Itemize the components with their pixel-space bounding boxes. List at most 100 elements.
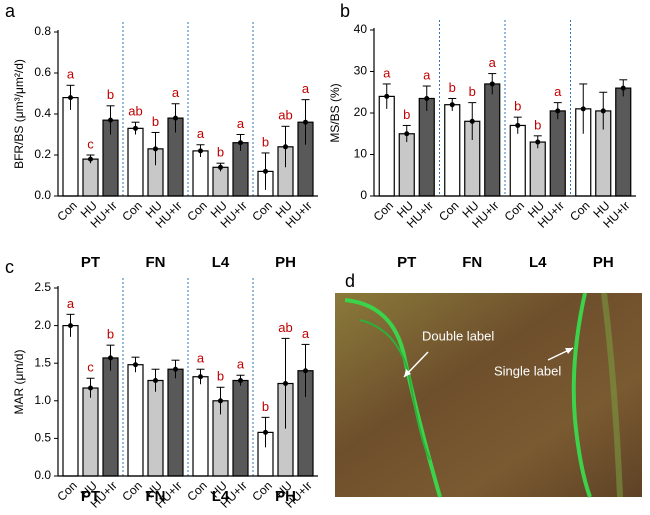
mean-dot <box>198 148 203 154</box>
bar <box>82 158 99 197</box>
y-tick-label: 0 <box>360 188 367 202</box>
x-tick-label: Con <box>249 198 274 223</box>
mean-dot <box>580 106 586 112</box>
bar <box>232 379 249 477</box>
mean-dot <box>238 140 243 146</box>
significance-letter: b <box>152 114 159 129</box>
mean-dot <box>108 117 113 123</box>
bar <box>102 357 119 477</box>
group-label: PH <box>275 488 296 505</box>
bar <box>192 150 209 197</box>
mean-dot <box>384 93 390 99</box>
significance-letter: b <box>514 99 521 114</box>
group-label: L4 <box>529 254 547 271</box>
panel-letter: d <box>345 271 355 291</box>
mean-dot <box>263 429 268 435</box>
y-tick-label: 0.6 <box>34 65 51 79</box>
panel-letter: b <box>340 1 350 21</box>
bar <box>62 325 79 477</box>
image-label: Double label <box>422 328 494 343</box>
bar <box>549 110 566 197</box>
significance-letter: ab <box>278 320 292 335</box>
bar <box>167 368 184 477</box>
y-tick-label: 20 <box>354 105 368 119</box>
significance-letter: c <box>87 360 94 375</box>
bar <box>378 95 395 197</box>
significance-letter: a <box>197 126 205 141</box>
bar <box>484 83 501 197</box>
bar <box>418 97 435 197</box>
single-label-line <box>571 292 592 498</box>
mean-dot <box>198 374 203 380</box>
panel-letter: a <box>5 1 16 21</box>
significance-letter: a <box>383 65 391 80</box>
significance-letter: a <box>302 326 310 341</box>
micrograph: Double label Single label <box>335 292 642 498</box>
y-tick-label: 2.0 <box>34 318 51 332</box>
bar <box>398 133 415 197</box>
significance-letter: c <box>87 136 94 151</box>
mean-dot <box>173 115 178 121</box>
significance-letter: ab <box>278 108 292 123</box>
mean-dot <box>283 144 288 150</box>
y-tick-label: 0.0 <box>34 468 51 482</box>
y-axis-label: MAR (μm/d) <box>12 350 26 415</box>
bar <box>127 364 144 477</box>
significance-letter: a <box>237 116 245 131</box>
significance-letter: a <box>197 351 205 366</box>
group-label: FN <box>146 254 166 271</box>
x-tick-label: Con <box>249 478 274 503</box>
mean-dot <box>303 119 308 125</box>
bar <box>509 124 526 197</box>
arrowhead <box>565 348 573 354</box>
image-label: Single label <box>494 363 561 378</box>
significance-letter: b <box>534 117 541 132</box>
mean-dot <box>88 385 93 391</box>
group-label: FN <box>462 254 482 271</box>
micrograph-background <box>335 293 642 497</box>
mean-dot <box>238 377 243 383</box>
group-label: PT <box>397 254 416 271</box>
double-label-line <box>359 319 431 461</box>
x-tick-label: Con <box>436 198 461 223</box>
y-tick-label: 1.0 <box>34 393 51 407</box>
significance-letter: a <box>489 55 497 70</box>
y-axis-label: BFR/BS (μm³/μm²/d) <box>12 59 26 169</box>
group-label: PH <box>275 254 296 271</box>
mean-dot <box>263 168 268 174</box>
y-axis-label: MS/BS (%) <box>328 83 342 142</box>
bar-chart: a BFR/BS (μm³/μm²/d) 0.0 0.2 0.4 0.6 0.8 PT a Con… <box>5 1 318 271</box>
mean-dot <box>449 102 455 108</box>
x-tick-label: Con <box>119 478 144 503</box>
significance-letter: a <box>67 67 75 82</box>
x-tick-label: Con <box>567 198 592 223</box>
bar <box>212 166 229 197</box>
group-label: FN <box>146 488 166 505</box>
y-tick-label: 40 <box>354 22 368 36</box>
mean-dot <box>424 95 430 101</box>
bar <box>615 87 632 197</box>
y-tick-label: 0.0 <box>34 188 51 202</box>
arrowhead <box>404 369 411 377</box>
x-tick-label: Con <box>184 198 209 223</box>
x-tick-label: Con <box>184 478 209 503</box>
significance-letter: b <box>469 84 476 99</box>
mean-dot <box>153 377 158 383</box>
bar <box>62 96 79 197</box>
significance-letter: b <box>262 134 269 149</box>
y-tick-label: 1.5 <box>34 355 51 369</box>
y-tick-label: 10 <box>354 147 368 161</box>
group-label: L4 <box>212 254 230 271</box>
bar-chart: bMS/BS (%)010203040PTaConbHUaHU+IrFNbCon… <box>328 1 636 271</box>
significance-letter: b <box>217 145 224 160</box>
bar <box>444 104 461 197</box>
panel-letter: c <box>5 257 14 277</box>
mean-dot <box>133 362 138 368</box>
mean-dot <box>515 122 521 128</box>
group-label: PH <box>593 254 614 271</box>
mean-dot <box>218 398 223 404</box>
mean-dot <box>555 108 561 114</box>
x-tick-label: Con <box>119 198 144 223</box>
y-tick-label: 0.2 <box>34 147 51 161</box>
